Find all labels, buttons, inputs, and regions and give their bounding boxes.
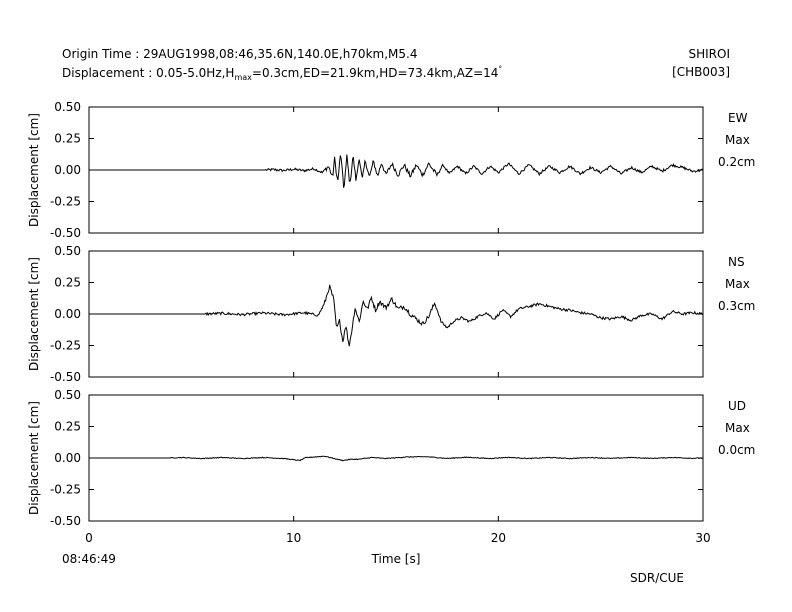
max-label-ns: Max [725,277,750,291]
y-axis-label-ns: Displacement [cm] [27,257,41,371]
station-name: SHIROI [688,47,730,61]
x-tick-label: 30 [695,531,710,545]
y-tick-label-ud: 0.00 [54,451,81,465]
x-tick-label: 10 [286,531,301,545]
waveform-ns [89,284,704,347]
max-label-ew: Max [725,133,750,147]
x-axis-label: Time [s] [371,552,421,566]
displacement-prefix: Displacement : 0.05-5.0Hz,H [62,66,235,80]
hmax-subscript: max [234,73,252,82]
y-tick-label-ud: -0.25 [50,483,81,497]
station-code: [CHB003] [672,65,730,79]
displacement-line: Displacement : 0.05-5.0Hz,Hmax=0.3cm,ED=… [62,66,502,82]
y-tick-label-ns: -0.25 [50,339,81,353]
y-tick-label-ns: 0.50 [54,244,81,258]
credit: SDR/CUE [630,571,684,585]
y-tick-label-ew: -0.25 [50,195,81,209]
component-label-ns: NS [728,255,745,269]
y-tick-label-ns: -0.50 [50,370,81,384]
max-label-ud: Max [725,421,750,435]
y-tick-label-ns: 0.25 [54,276,81,290]
y-tick-label-ew: -0.50 [50,226,81,240]
y-tick-label-ud: 0.50 [54,388,81,402]
y-tick-label-ud: 0.25 [54,420,81,434]
component-label-ew: EW [728,111,748,125]
component-label-ud: UD [728,399,746,413]
y-tick-label-ns: 0.00 [54,307,81,321]
x-tick-label: 20 [491,531,506,545]
y-tick-label-ud: -0.50 [50,514,81,528]
y-axis-label-ew: Displacement [cm] [27,113,41,227]
origin-line: Origin Time : 29AUG1998,08:46,35.6N,140.… [62,47,418,61]
x-tick-label: 0 [85,531,93,545]
displacement-suffix: =0.3cm,ED=21.9km,HD=73.4km,AZ=14 [251,66,499,80]
start-time: 08:46:49 [62,552,116,566]
y-tick-label-ew: 0.25 [54,132,81,146]
max-value-ud: 0.0cm [718,443,755,457]
max-value-ns: 0.3cm [718,299,755,313]
waveform-ew [89,154,704,188]
y-tick-label-ew: 0.00 [54,163,81,177]
y-axis-label-ud: Displacement [cm] [27,401,41,515]
degree-mark: ° [498,65,502,73]
max-value-ew: 0.2cm [718,155,755,169]
waveform-ud [89,455,704,462]
y-tick-label-ew: 0.50 [54,100,81,114]
